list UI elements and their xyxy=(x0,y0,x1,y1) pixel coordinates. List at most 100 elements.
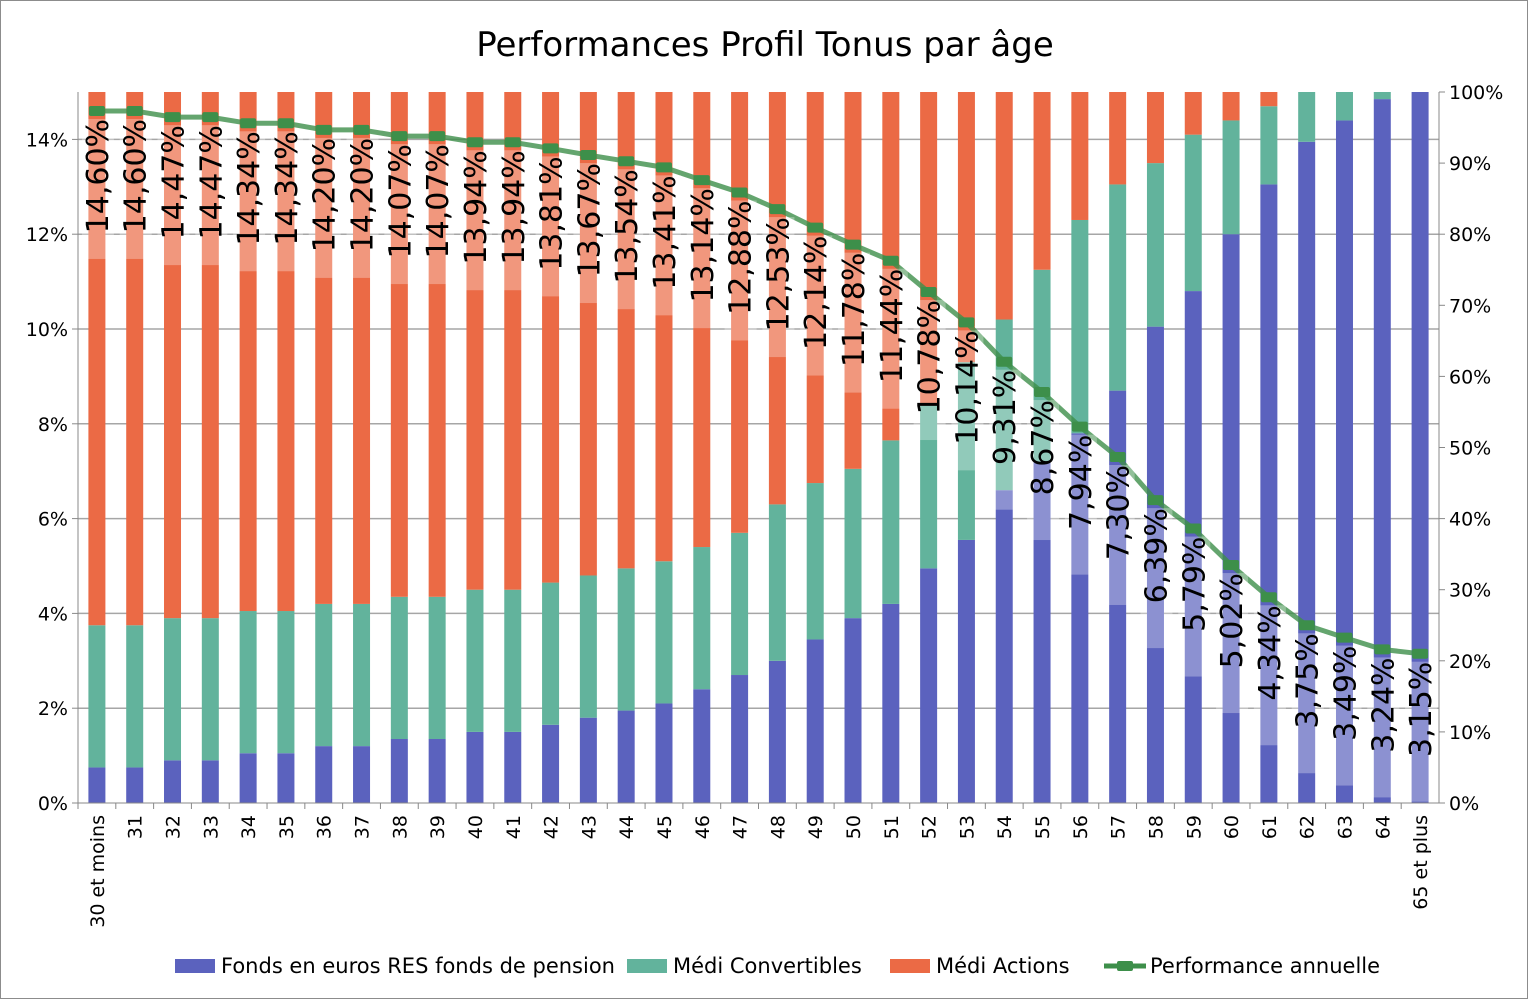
data-label-group: 14,20% xyxy=(308,137,343,278)
data-label-background xyxy=(686,188,719,329)
data-label-background xyxy=(762,217,795,358)
x-tick-label: 61 xyxy=(1259,815,1281,839)
data-label-background xyxy=(800,235,833,376)
x-tick-label: 30 et moins xyxy=(87,815,109,928)
line-marker xyxy=(1185,523,1202,534)
data-label-background xyxy=(951,330,984,471)
data-label-background xyxy=(1140,508,1173,649)
line-marker xyxy=(618,156,635,167)
bar-segment-fonds xyxy=(693,689,711,803)
line-marker xyxy=(1260,592,1277,603)
bar-segment-fonds xyxy=(1222,234,1240,803)
line-marker xyxy=(1071,421,1088,432)
legend-swatch xyxy=(890,959,930,973)
data-label: 14,20% xyxy=(308,138,343,252)
bar-segment-fonds xyxy=(390,739,408,803)
performance-line xyxy=(88,105,1429,659)
bar-segment-actions xyxy=(428,92,446,597)
data-label-group: 14,60% xyxy=(119,118,154,259)
left-tick-label: 8% xyxy=(38,414,68,436)
bar-segment-actions xyxy=(1033,92,1051,270)
line-marker xyxy=(240,118,257,129)
x-tick-label: 60 xyxy=(1221,815,1243,839)
bar-segment-convertibles xyxy=(1335,92,1353,121)
data-label-group: 13,14% xyxy=(686,188,721,329)
x-tick-label: 54 xyxy=(994,815,1016,839)
bar-segment-actions xyxy=(731,92,749,533)
bar-segment-convertibles xyxy=(466,589,484,732)
bar-segment-actions xyxy=(1222,92,1240,121)
data-label-background xyxy=(1102,464,1135,605)
data-label-group: 5,79% xyxy=(1177,536,1212,677)
bar-segment-convertibles xyxy=(542,582,560,725)
bar-segment-actions xyxy=(1109,92,1127,185)
data-label: 6,39% xyxy=(1139,508,1174,603)
chart-title: Performances Profil Tonus par âge xyxy=(476,25,1054,65)
data-label: 5,79% xyxy=(1177,537,1212,632)
bar-segment-fonds xyxy=(1109,390,1127,803)
x-tick-label: 40 xyxy=(465,815,487,839)
bar-segment-actions xyxy=(844,92,862,469)
data-label-group: 3,15% xyxy=(1404,661,1439,802)
bar-segment-actions xyxy=(957,92,975,363)
bar-segment-convertibles xyxy=(353,603,371,747)
line-marker xyxy=(504,137,521,148)
left-tick-label: 0% xyxy=(38,793,68,815)
data-label: 9,31% xyxy=(988,370,1023,465)
data-label: 14,07% xyxy=(383,144,418,258)
line-marker xyxy=(1147,495,1164,506)
data-label-group: 10,14% xyxy=(950,330,985,471)
bar-segment-fonds xyxy=(882,603,900,803)
line-marker xyxy=(164,112,181,123)
line-marker xyxy=(1412,648,1429,659)
bar-segment-fonds xyxy=(579,717,597,803)
right-tick-label: 40% xyxy=(1449,509,1491,531)
bar-segment-fonds xyxy=(239,753,257,803)
line-marker xyxy=(580,150,597,161)
bar-segment-fonds xyxy=(1146,326,1164,803)
x-tick-label: 49 xyxy=(805,815,827,839)
line-marker xyxy=(391,131,408,142)
data-label: 14,07% xyxy=(421,144,456,258)
data-label: 14,34% xyxy=(270,131,305,245)
data-label-background xyxy=(233,131,266,272)
data-label-group: 14,07% xyxy=(421,144,456,285)
data-label-group: 3,24% xyxy=(1366,657,1401,798)
bar-segment-actions xyxy=(617,92,635,569)
data-label: 14,60% xyxy=(81,119,116,233)
bar-segment-convertibles xyxy=(1222,120,1240,235)
line-marker xyxy=(466,137,483,148)
x-tick-label: 56 xyxy=(1070,815,1092,839)
line-marker xyxy=(845,239,862,250)
data-label-group: 12,88% xyxy=(724,200,759,341)
data-label-background xyxy=(422,144,455,285)
legend-label: Médi Convertibles xyxy=(673,954,862,978)
bar-segment-convertibles xyxy=(390,596,408,740)
bar-segment-actions xyxy=(1071,92,1089,220)
data-label-background xyxy=(1253,605,1286,746)
bar-segment-actions xyxy=(1146,92,1164,164)
x-tick-label: 58 xyxy=(1145,815,1167,839)
bar-segment-convertibles xyxy=(579,575,597,718)
bar-segment-convertibles xyxy=(920,404,938,569)
bar-segment-fonds xyxy=(731,675,749,803)
line-marker xyxy=(126,105,143,116)
bar-segment-fonds xyxy=(1298,141,1316,803)
data-label-group: 14,34% xyxy=(232,131,267,272)
data-label: 8,67% xyxy=(1026,400,1061,495)
data-label: 12,53% xyxy=(761,217,796,331)
right-tick-label: 80% xyxy=(1449,224,1491,246)
gridlines xyxy=(78,138,1439,709)
data-label-group: 14,47% xyxy=(157,125,192,266)
data-label-background xyxy=(573,163,606,304)
x-tick-label: 44 xyxy=(616,815,638,839)
data-label-group: 13,94% xyxy=(459,150,494,291)
right-tick-label: 50% xyxy=(1449,438,1491,460)
data-label-group: 7,30% xyxy=(1102,464,1137,605)
x-tick-label: 47 xyxy=(730,815,752,839)
data-label-group: 12,14% xyxy=(799,235,834,376)
line-marker xyxy=(429,131,446,142)
data-label-group: 14,20% xyxy=(346,137,381,278)
bar-segment-actions xyxy=(579,92,597,576)
